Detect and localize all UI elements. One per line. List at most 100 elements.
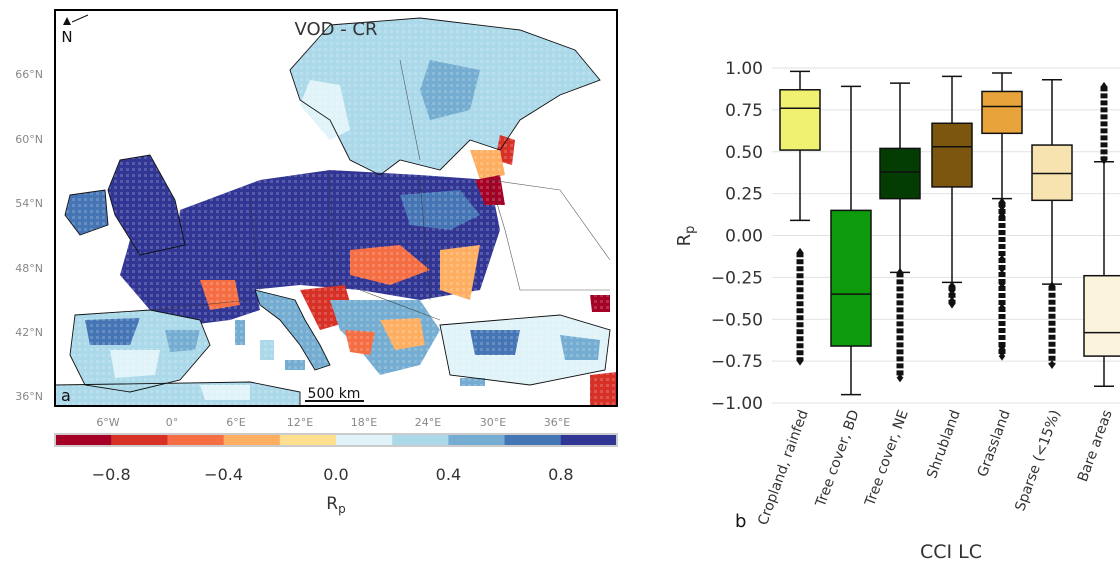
colorbar (54, 433, 618, 447)
lon-label: 6°E (226, 416, 245, 429)
x-tick-label: Tree cover, NE (862, 408, 912, 509)
map-panel: VOD - CR N a 500 km 66°N 60°N 54°N 48°N 42°N… (15, 9, 618, 516)
box-iqr (830, 209, 872, 347)
outlier-marker (948, 296, 956, 306)
scale-bar: 500 km (305, 386, 364, 402)
x-tick-label: Tree cover, BD (813, 408, 863, 510)
colorbar-segment (392, 434, 449, 446)
outlier-marker (796, 356, 804, 366)
colorbar-label: Rp (326, 494, 345, 516)
colorbar-segment (448, 434, 506, 446)
lon-label: 18°E (351, 416, 377, 429)
outlier-marker (896, 267, 904, 277)
box-iqr (779, 89, 821, 151)
lon-label: 6°W (96, 416, 119, 429)
colorbar-tick-label: −0.4 (204, 465, 243, 484)
lon-label: 12°E (287, 416, 313, 429)
y-tick-label: −0.50 (711, 310, 763, 330)
box-iqr (879, 147, 921, 200)
outlier-marker (896, 373, 904, 383)
outlier-marker (998, 197, 1006, 207)
x-tick-label: Bare areas (1075, 408, 1116, 484)
y-tick-label: 1.00 (725, 59, 763, 79)
outlier-marker (1048, 281, 1056, 291)
map-frame (54, 9, 618, 407)
outlier-marker (998, 343, 1006, 353)
map-raster (55, 10, 617, 406)
boxplot-panel: 1.00 0.75 0.50 0.25 0.00 −0.25 −0.50 −0.75 −1.00… (674, 59, 1120, 562)
outlier-marker (1100, 155, 1108, 165)
y-gridlines (772, 67, 1120, 404)
x-tick-labels: Cropland, rainfed Tree cover, BD Tree cove… (755, 408, 1116, 527)
outlier-marker (998, 279, 1006, 289)
box-2 (879, 82, 921, 383)
lat-label: 66°N (15, 68, 43, 81)
outlier-marker (948, 286, 956, 296)
panel-label-a: a (61, 386, 71, 405)
outlier-marker (948, 291, 956, 301)
colorbar-segment (560, 434, 618, 446)
box-0 (779, 70, 821, 366)
colorbar-segment (223, 434, 281, 446)
country-borders (149, 59, 611, 321)
lat-label: 48°N (15, 262, 43, 275)
box-iqr (931, 122, 973, 188)
longitude-labels: 6°W 0° 6°E 12°E 18°E 24°E 30°E 36°E (96, 416, 570, 429)
x-tick-label: Sparse (<15%) (1012, 408, 1063, 513)
outlier-marker (998, 351, 1006, 361)
north-label: N (61, 28, 72, 46)
colorbar-frame (54, 433, 618, 447)
colorbar-tick-label: 0.8 (548, 465, 573, 484)
x-axis-label: CCI LC (920, 541, 982, 562)
y-tick-label: 0.00 (725, 227, 763, 247)
outlier-marker (998, 202, 1006, 212)
colorbar-segment (167, 434, 225, 446)
colorbar-segment (111, 434, 168, 446)
colorbar-segment (504, 434, 562, 446)
outlier-marker (948, 281, 956, 291)
colorbar-segment (336, 434, 393, 446)
colorbar-segment (55, 434, 112, 446)
lon-label: 30°E (480, 416, 506, 429)
y-tick-labels: 1.00 0.75 0.50 0.25 0.00 −0.25 −0.50 −0.75 −1.00 (711, 59, 763, 414)
outlier-marker (998, 254, 1006, 264)
outlier-marker (796, 247, 804, 257)
x-tick-label: Grassland (975, 408, 1014, 479)
colorbar-segment (279, 434, 337, 446)
lon-label: 36°E (544, 416, 570, 429)
y-tick-label: −0.25 (711, 268, 763, 288)
north-arrow: N (61, 14, 89, 46)
y-tick-label: −1.00 (711, 394, 763, 414)
lat-label: 54°N (15, 197, 43, 210)
box-iqr (1083, 274, 1120, 357)
colorbar-tick-label: 0.0 (323, 465, 348, 484)
coastlines (55, 17, 611, 406)
scale-label: 500 km (308, 386, 361, 402)
box-iqr (981, 90, 1023, 135)
outlier-marker (998, 264, 1006, 274)
lat-label: 36°N (15, 390, 43, 403)
y-tick-label: −0.75 (711, 352, 763, 372)
lon-label: 24°E (415, 416, 441, 429)
box-1 (830, 85, 872, 396)
panel-label-b: b (735, 511, 746, 532)
box-3 (931, 75, 973, 309)
box-4 (981, 72, 1023, 361)
colorbar-ticks: −0.8 −0.4 0.0 0.4 0.8 (92, 465, 574, 484)
box-6 (1083, 81, 1120, 387)
x-tick-label: Cropland, rainfed (755, 408, 812, 527)
colorbar-tick-label: −0.8 (92, 465, 131, 484)
outlier-marker (998, 210, 1006, 220)
lon-label: 0° (166, 416, 179, 429)
outlier-marker (1048, 359, 1056, 369)
box-iqr (1031, 144, 1073, 202)
latitude-labels: 66°N 60°N 54°N 48°N 42°N 36°N (15, 68, 43, 403)
map-title: VOD - CR (294, 19, 377, 40)
x-tick-label: Shrubland (924, 408, 963, 481)
y-tick-label: 0.25 (725, 185, 763, 205)
box-5 (1031, 78, 1073, 369)
y-axis-label: Rp (674, 226, 698, 247)
lat-label: 42°N (15, 326, 43, 339)
y-tick-label: 0.50 (725, 143, 763, 163)
